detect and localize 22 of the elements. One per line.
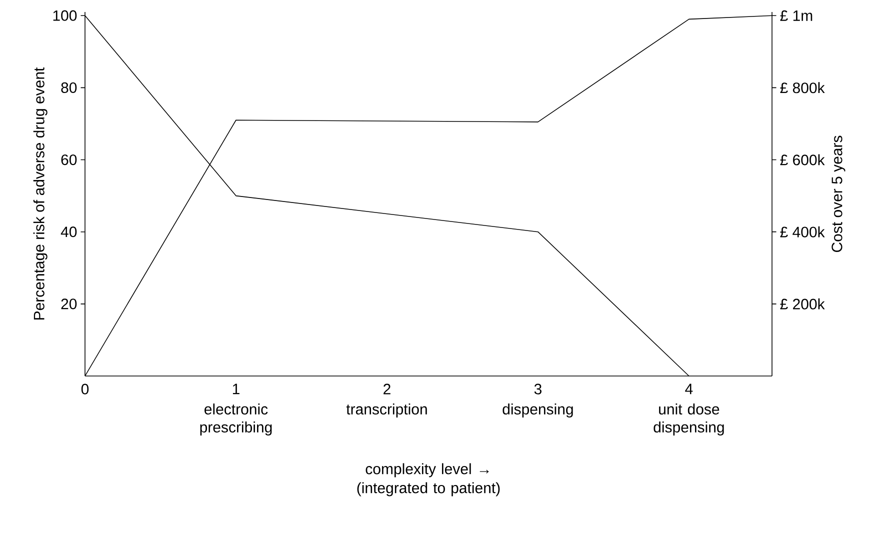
y-tick-label: 20 [61,298,77,310]
y2-tick-label: £ 600k [780,154,825,166]
text: transcription [346,404,427,418]
text: dispensing [502,404,573,418]
text: electronic prescribing [200,404,272,436]
y2-tick-label: £ 1m [780,10,812,21]
y-tick-label: 40 [60,226,77,238]
text: unit dose dispensing [654,404,724,436]
y2-axis-title: Cost over 5 years [832,136,846,252]
x-tick-label: 2 [384,384,390,394]
y2-tick-label: £ 800k [780,82,825,94]
y-axis-title: Percentage risk of adverse drug event [33,67,48,320]
x-tick-label: 0 [81,384,89,394]
y-tick-label: 60 [61,154,77,166]
x-tick-label: 3 [534,384,542,394]
y-tick-label: 100 [53,10,77,21]
y2-tick-label: £ 200k [780,298,825,310]
y2-tick-label: £ 400k [780,226,825,238]
x-tick-label: 1 [232,384,240,394]
y-tick-label: 80 [61,82,77,93]
x-tick-label: 4 [685,384,693,394]
x-axis-title: complexity level → (integrated to patient) [357,463,500,496]
